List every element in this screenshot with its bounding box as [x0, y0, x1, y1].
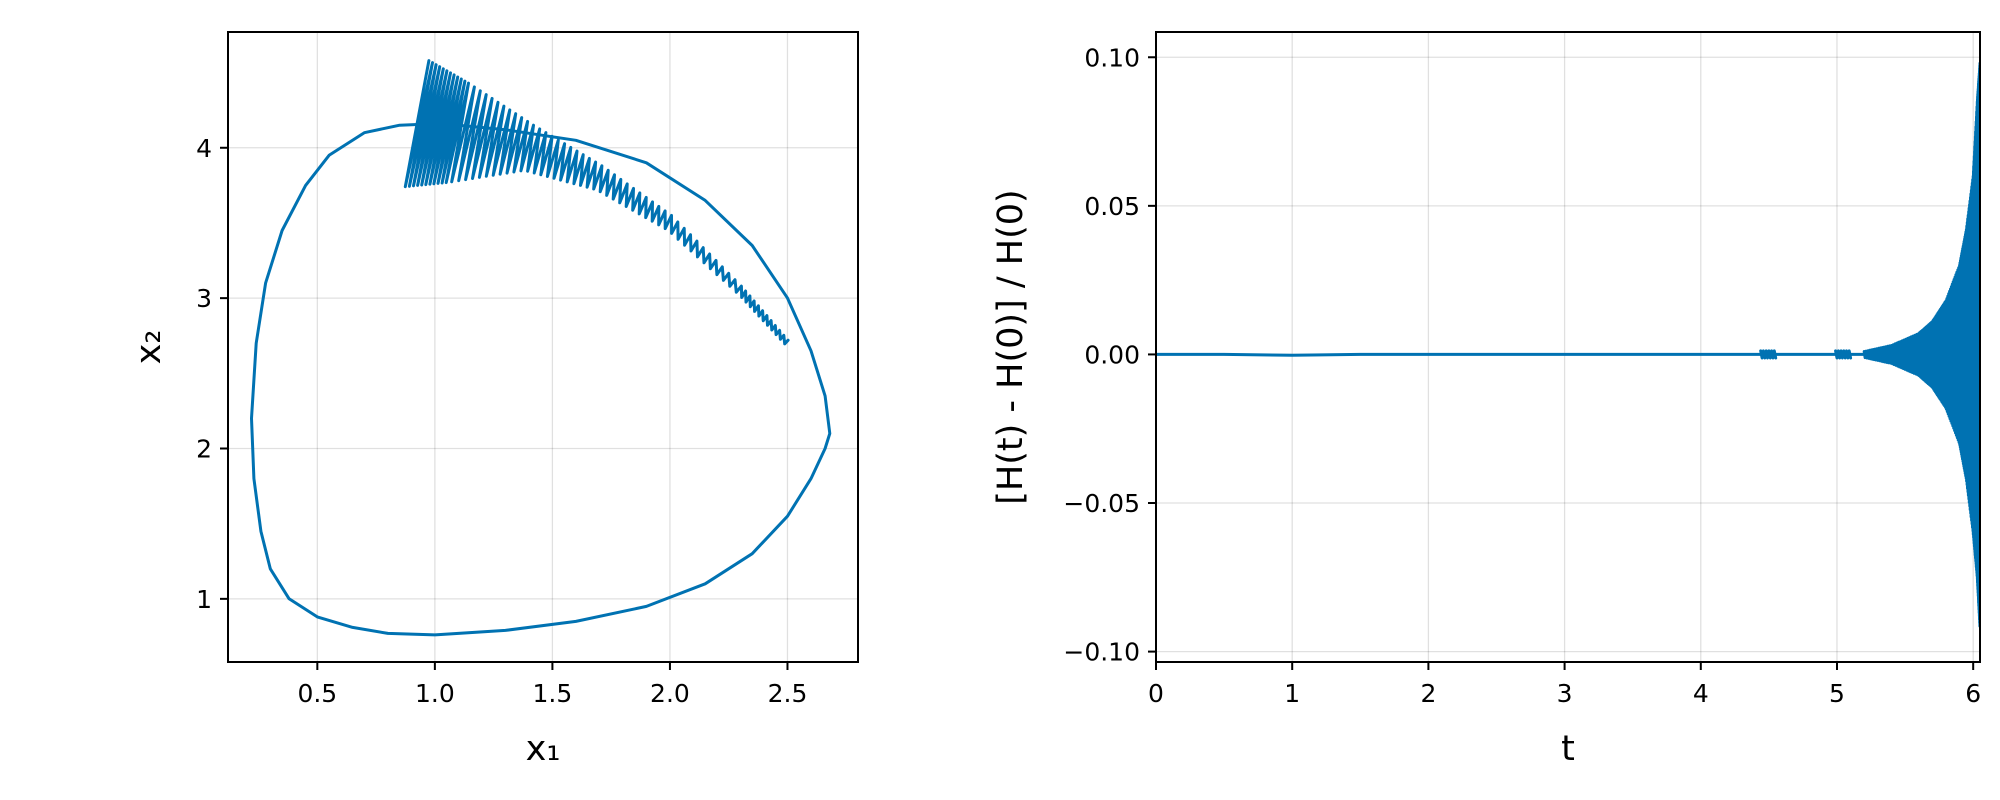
x-tick-label-3: 3 — [1557, 679, 1573, 708]
x-tick-label-4: 4 — [1693, 679, 1709, 708]
oscillation-band-line — [403, 59, 790, 346]
y-axis-title: x₂ — [129, 330, 169, 365]
series-line-energy-error — [1156, 352, 1866, 357]
y-tick-label-4: 0.10 — [1084, 43, 1140, 72]
x-tick-label-2: 1.5 — [533, 679, 573, 708]
x-tick-label-1: 1 — [1284, 679, 1300, 708]
energy-error-chart: 0 1 2 3 4 5 6 −0.10 −0.05 0.00 0.05 0.10 t [H(t) - H(… — [991, 31, 1981, 769]
small-oscillation-1 — [1834, 349, 1853, 360]
y-tick-label-1: 2 — [196, 434, 212, 463]
x-tick-label-4: 2.5 — [768, 679, 808, 708]
y-tick-label-2: 0.00 — [1084, 340, 1140, 369]
x-tick-label-1: 1.0 — [415, 679, 455, 708]
y-tick-label-3: 4 — [196, 134, 212, 163]
y-tick-label-0: 1 — [196, 585, 212, 614]
y-tick-label-0: −0.10 — [1063, 638, 1140, 667]
plot-frame — [227, 31, 859, 663]
y-axis-title: [H(t) - H(0)] / H(0) — [991, 189, 1031, 504]
x-axis-title: x₁ — [526, 729, 561, 769]
plot-frame — [1155, 31, 1981, 663]
x-tick-label-0: 0.5 — [297, 679, 337, 708]
data-layer — [250, 59, 832, 637]
x-tick-label-2: 2 — [1420, 679, 1436, 708]
x-tick-label-3: 2.0 — [650, 679, 690, 708]
series-line-trajectory — [250, 122, 832, 637]
x-tick-label-6: 6 — [1965, 679, 1981, 708]
y-tick-label-1: −0.05 — [1063, 489, 1140, 518]
x-tick-label-5: 5 — [1829, 679, 1845, 708]
x-axis-title: t — [1561, 729, 1575, 769]
oscillation-envelope-line — [1862, 61, 1980, 628]
small-oscillation-0 — [1759, 349, 1778, 360]
phase-portrait-chart: 0.5 1.0 1.5 2.0 2.5 1 2 3 4 x₁ x₂ — [129, 31, 859, 769]
y-tick-label-2: 3 — [196, 284, 212, 313]
y-tick-label-3: 0.05 — [1084, 192, 1140, 221]
data-layer — [1156, 61, 1980, 628]
x-tick-label-0: 0 — [1148, 679, 1164, 708]
